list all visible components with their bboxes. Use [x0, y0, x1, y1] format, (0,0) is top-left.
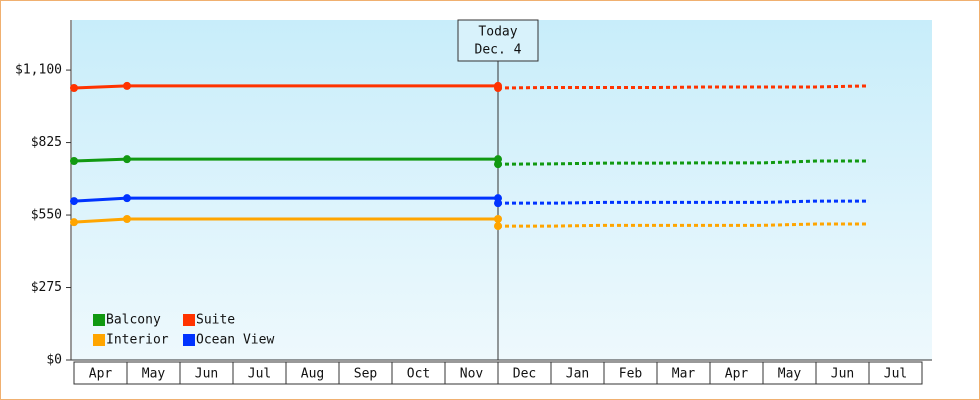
- point: [123, 81, 131, 90]
- today-box: [457, 19, 539, 62]
- x-tick-label: Jun: [831, 367, 854, 382]
- legend-swatch: [93, 334, 105, 346]
- point: [494, 84, 502, 92]
- point: [123, 214, 131, 223]
- x-tick-label: Jan: [566, 367, 589, 382]
- series-line: [73, 84, 498, 90]
- legend-label: Interior: [106, 333, 169, 348]
- x-tick-label: May: [778, 367, 802, 382]
- point: [494, 199, 502, 208]
- x-tick-label: Nov: [460, 367, 484, 382]
- legend-swatch: [183, 314, 195, 326]
- series-line: [73, 196, 498, 203]
- forecast-line: [498, 222, 869, 228]
- x-tick-label: Sep: [354, 367, 378, 382]
- forecast-line: [498, 199, 869, 205]
- y-tick-label: $0: [46, 353, 62, 368]
- legend-label: Suite: [196, 313, 235, 328]
- point: [70, 197, 78, 206]
- point: [494, 214, 502, 223]
- legend-label: Ocean View: [196, 333, 274, 348]
- x-tick-label: Apr: [725, 367, 749, 382]
- point: [70, 157, 78, 166]
- x-tick-label: Jul: [884, 367, 907, 382]
- x-tick-label: Jul: [248, 367, 271, 382]
- y-tick-label: $825: [31, 135, 62, 150]
- today-label: Dec. 4: [475, 43, 522, 58]
- y-tick-label: $550: [31, 208, 62, 223]
- y-tick-label: $1,100: [15, 63, 62, 78]
- x-tick-box: [868, 361, 923, 385]
- forecast-line: [497, 159, 869, 166]
- legend-swatch: [183, 334, 195, 346]
- x-tick-label: Dec: [513, 367, 536, 382]
- x-tick-label: Jun: [195, 367, 218, 382]
- legend-swatch: [93, 314, 105, 326]
- point: [123, 155, 131, 164]
- point: [123, 194, 131, 203]
- today-label: Today: [478, 25, 517, 40]
- x-tick-label: May: [142, 367, 166, 382]
- x-tick-label: Mar: [672, 367, 696, 382]
- series-line: [73, 157, 498, 163]
- y-tick-label: $275: [31, 280, 62, 295]
- forecast-line: [497, 84, 870, 90]
- legend-label: Balcony: [106, 313, 161, 328]
- point: [494, 160, 502, 169]
- point: [70, 84, 78, 92]
- x-tick-label: Feb: [619, 367, 643, 382]
- x-tick-label: Aug: [301, 367, 324, 382]
- x-tick-label: Apr: [89, 367, 113, 382]
- point: [70, 218, 78, 227]
- point: [494, 222, 502, 231]
- series-line: [73, 217, 498, 224]
- x-tick-label: Oct: [407, 367, 430, 382]
- plot-area: [72, 20, 932, 360]
